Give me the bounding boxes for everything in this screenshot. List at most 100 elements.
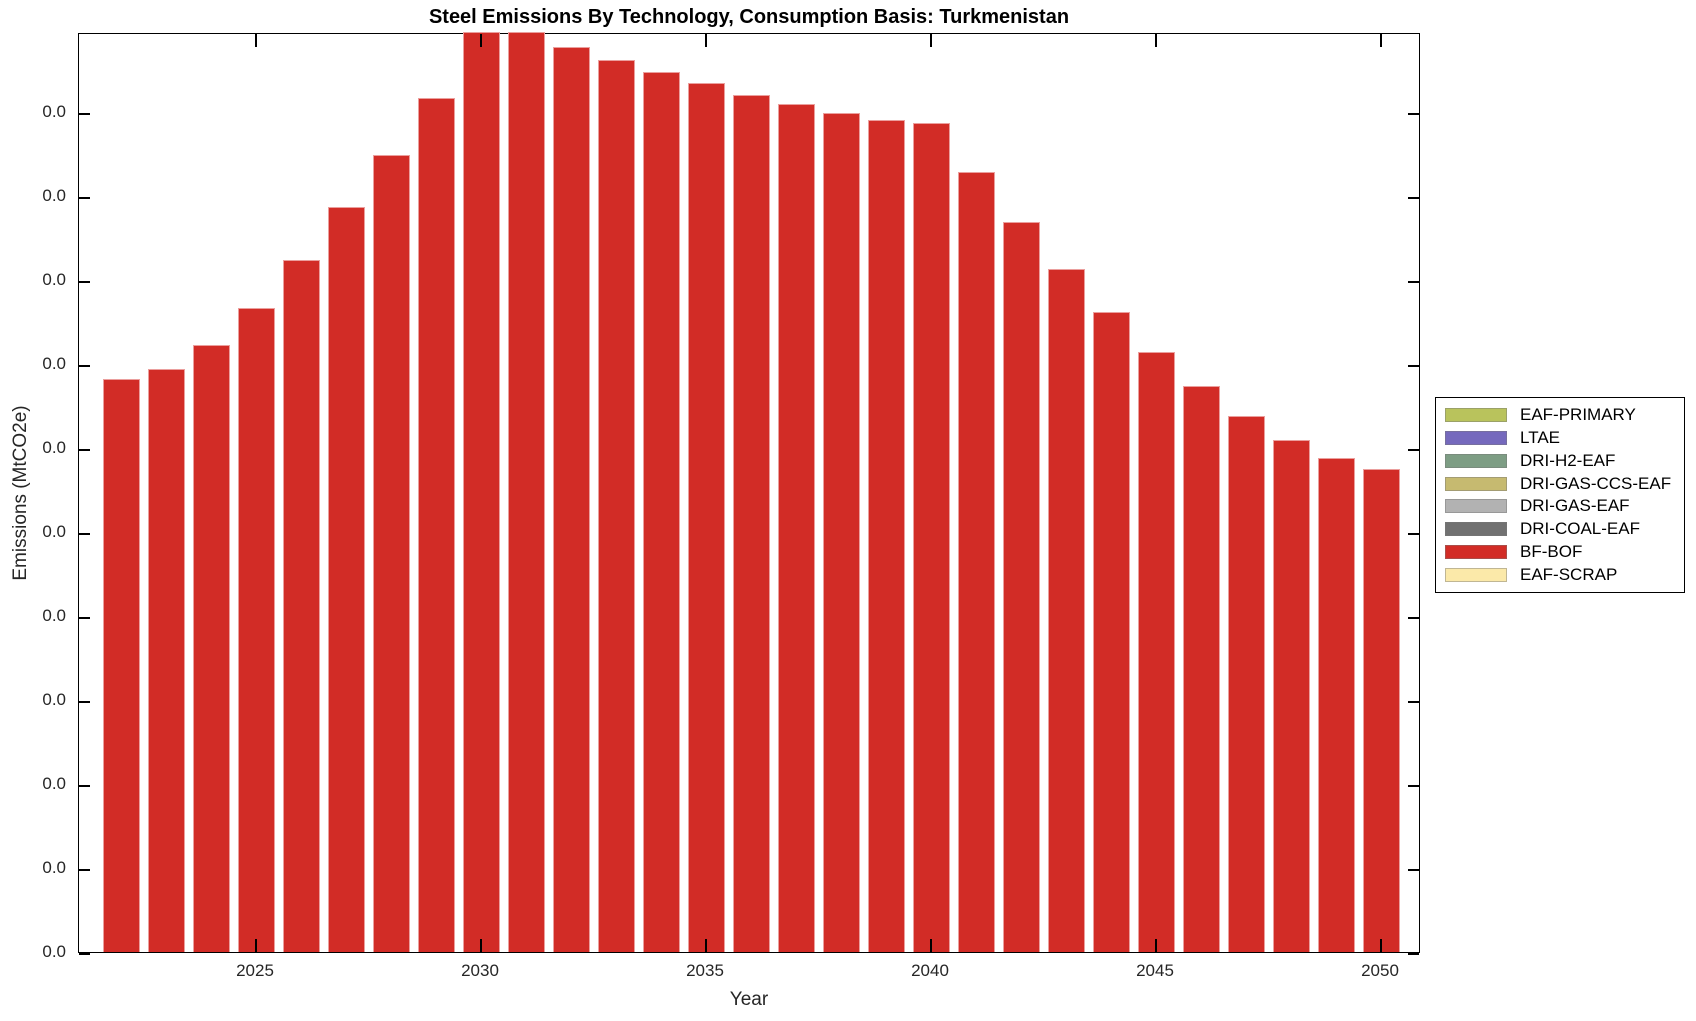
y-tick-label: 0.0 <box>42 690 66 709</box>
bar-2044 <box>1092 312 1130 952</box>
x-tick-label-2025: 2025 <box>236 961 274 980</box>
bar-2045 <box>1137 352 1175 952</box>
legend-label: LTAE <box>1520 427 1560 447</box>
legend-swatch-icon <box>1445 476 1507 491</box>
bar-2035 <box>687 83 725 952</box>
x-tick-bottom <box>1155 939 1157 952</box>
bar-2040 <box>912 123 950 952</box>
bar-2048 <box>1272 440 1310 952</box>
legend-item: EAF-PRIMARY <box>1445 405 1680 425</box>
legend-label: EAF-SCRAP <box>1520 565 1618 584</box>
chart-title: Steel Emissions By Technology, Consumpti… <box>428 6 1070 28</box>
bar-2025 <box>237 308 275 952</box>
bar-2027 <box>327 207 365 952</box>
y-tick-label: 0.0 <box>42 270 66 289</box>
bar-2022 <box>102 379 140 952</box>
y-tick-label: 0.0 <box>42 942 66 961</box>
x-tick-bottom <box>480 939 482 952</box>
x-tick-top <box>930 34 932 47</box>
y-tick-label: 0.0 <box>42 438 66 457</box>
legend-item: DRI-H2-EAF <box>1445 451 1680 471</box>
y-tick-right <box>1408 953 1419 955</box>
x-tick-bottom <box>930 939 932 952</box>
y-tick-right <box>1408 365 1419 367</box>
bar-2029 <box>417 98 455 952</box>
legend-label: DRI-GAS-EAF <box>1520 496 1630 516</box>
bar-2037 <box>777 104 815 952</box>
x-tick-bottom <box>1380 939 1382 952</box>
y-axis-label: Emissions (MtCO2e) <box>10 405 31 581</box>
bar-2049 <box>1317 458 1355 952</box>
y-tick-left <box>79 281 90 283</box>
y-tick-right <box>1408 197 1419 199</box>
y-tick-label: 0.0 <box>42 858 66 877</box>
y-tick-label: 0.0 <box>42 102 66 121</box>
y-tick-left <box>79 953 90 955</box>
legend-label: BF-BOF <box>1520 542 1583 562</box>
y-tick-right <box>1408 113 1419 115</box>
y-tick-label: 0.0 <box>42 522 66 541</box>
bar-2050 <box>1362 469 1400 952</box>
bar-2046 <box>1182 386 1220 952</box>
legend-label: DRI-H2-EAF <box>1520 450 1616 470</box>
plot-area <box>78 32 1420 955</box>
y-tick-left <box>79 113 90 115</box>
y-tick-label: 0.0 <box>42 606 66 625</box>
y-tick-label: 0.0 <box>42 774 66 793</box>
legend-swatch-icon <box>1445 430 1507 445</box>
y-tick-right <box>1408 533 1419 535</box>
x-axis-label: Year <box>729 989 769 1010</box>
x-tick-bottom <box>255 939 257 952</box>
x-tick-label-2040: 2040 <box>911 961 949 980</box>
bar-2042 <box>1002 222 1040 952</box>
legend: EAF-PRIMARY LTAE DRI-H2-EAF DRI-GAS-CCS-EAF… <box>1435 397 1685 593</box>
legend-item: DRI-COAL-EAF <box>1445 519 1680 539</box>
legend-label: EAF-PRIMARY <box>1520 404 1636 424</box>
legend-swatch-icon <box>1445 568 1507 582</box>
bar-2038 <box>822 113 860 952</box>
legend-swatch-icon <box>1445 499 1507 514</box>
legend-item: DRI-GAS-CCS-EAF <box>1445 474 1680 494</box>
bar-2031 <box>507 32 545 952</box>
legend-item: DRI-GAS-EAF <box>1445 496 1680 516</box>
y-tick-left <box>79 869 90 871</box>
bar-2032 <box>552 47 590 952</box>
legend-swatch-icon <box>1445 453 1507 468</box>
bar-2028 <box>372 155 410 952</box>
bar-2041 <box>957 172 995 952</box>
bar-2023 <box>147 369 185 952</box>
legend-swatch-icon <box>1445 407 1507 422</box>
x-tick-top <box>255 34 257 47</box>
bar-2034 <box>642 72 680 952</box>
y-tick-right <box>1408 869 1419 871</box>
bar-2024 <box>192 345 230 952</box>
y-tick-left <box>79 533 90 535</box>
x-tick-top <box>1155 34 1157 47</box>
x-tick-bottom <box>705 939 707 952</box>
y-tick-left <box>79 701 90 703</box>
x-tick-label-2030: 2030 <box>461 961 499 980</box>
bar-2036 <box>732 95 770 952</box>
legend-swatch-icon <box>1445 545 1507 560</box>
x-tick-label-2050: 2050 <box>1361 961 1399 980</box>
y-tick-left <box>79 785 90 787</box>
x-tick-top <box>705 34 707 47</box>
y-tick-right <box>1408 785 1419 787</box>
bar-2033 <box>597 60 635 952</box>
x-tick-label-2035: 2035 <box>686 961 724 980</box>
y-tick-right <box>1408 449 1419 451</box>
bar-2043 <box>1047 269 1085 952</box>
x-tick-top <box>1380 34 1382 47</box>
legend-swatch-icon <box>1445 522 1507 537</box>
x-tick-top <box>480 34 482 47</box>
bar-2026 <box>282 260 320 952</box>
y-tick-left <box>79 617 90 619</box>
bar-2047 <box>1227 416 1265 952</box>
y-tick-right <box>1408 617 1419 619</box>
legend-label: DRI-COAL-EAF <box>1520 519 1640 539</box>
y-tick-label: 0.0 <box>42 186 66 205</box>
bar-2039 <box>867 120 905 952</box>
y-tick-label: 0.0 <box>42 354 66 373</box>
y-tick-left <box>79 449 90 451</box>
